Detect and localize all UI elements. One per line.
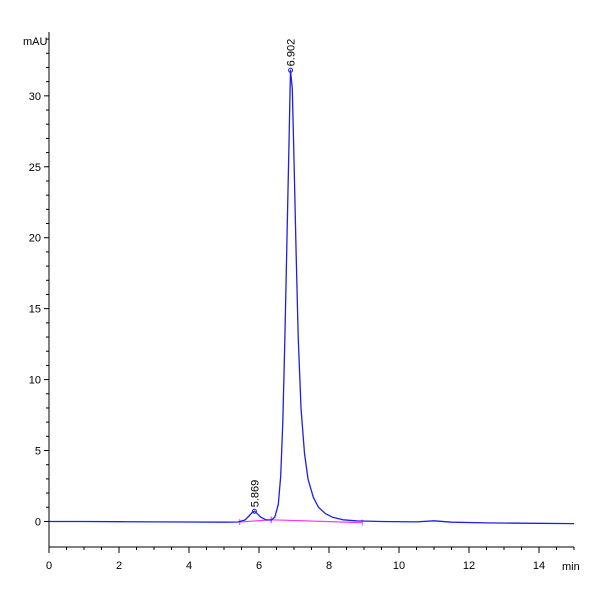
- peak-apex-marker: [251, 508, 257, 514]
- x-tick-label: 2: [116, 560, 122, 572]
- x-axis-unit-label: min: [562, 561, 580, 573]
- x-tick-label: 12: [463, 560, 475, 572]
- y-tick-label: 20: [29, 233, 41, 245]
- y-tick-label: 25: [29, 162, 41, 174]
- y-tick-label: 5: [35, 446, 41, 458]
- x-tick-label: 14: [533, 560, 545, 572]
- x-tick-label: 0: [46, 560, 52, 572]
- y-axis-unit-label: mAU: [23, 36, 48, 48]
- x-tick-label: 8: [326, 560, 332, 572]
- trace-layer: [49, 69, 575, 525]
- axes: 0 5 10 15 20 25 30 0 2 4 6 8 10 12 14: [29, 32, 575, 572]
- peak-apex-marker: [288, 67, 294, 73]
- y-tick-label: 10: [29, 375, 41, 387]
- signal-trace: [49, 69, 575, 525]
- y-tick-label: 15: [29, 304, 41, 316]
- peak-retention-label: 5.869: [249, 480, 261, 508]
- x-tick-label: 4: [186, 560, 192, 572]
- x-tick-label: 6: [256, 560, 262, 572]
- baseline-segment: [271, 519, 363, 524]
- peak-retention-label: 6.902: [286, 39, 298, 67]
- peak-labels: 5.869 6.902: [249, 39, 298, 514]
- y-tick-label: 0: [35, 516, 41, 528]
- baseline-layer: [239, 516, 363, 526]
- x-tick-label: 10: [393, 560, 405, 572]
- y-tick-label: 30: [29, 91, 41, 103]
